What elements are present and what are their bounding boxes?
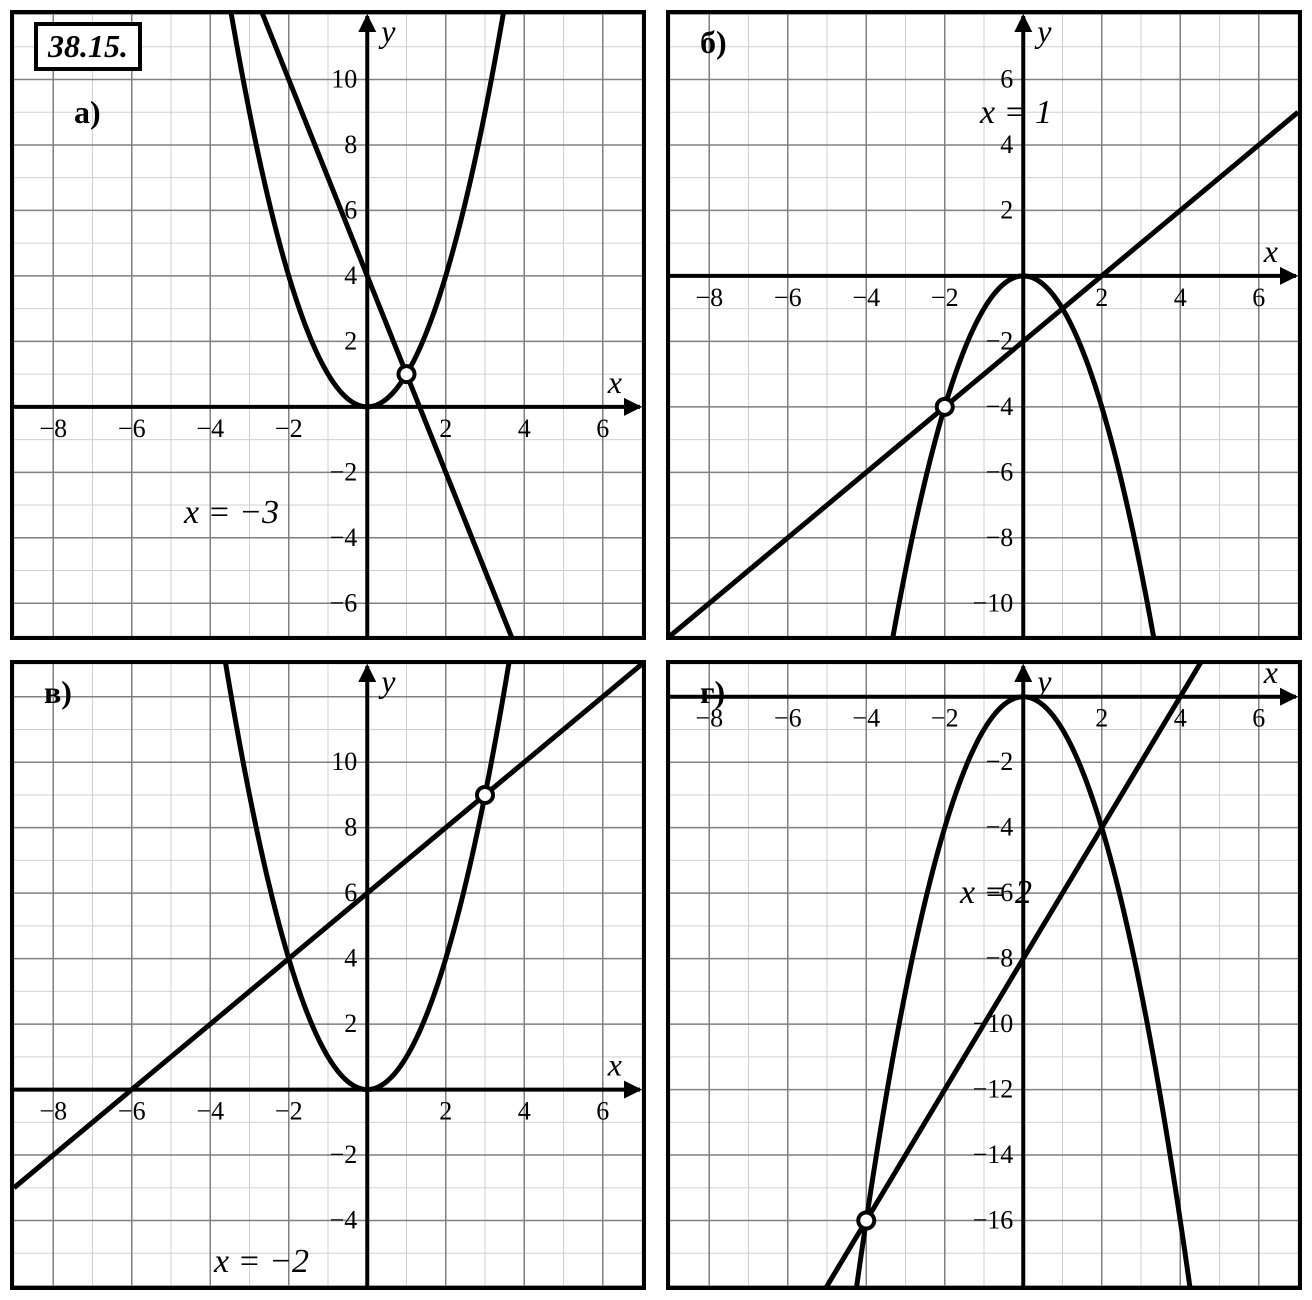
svg-text:y: y [1034, 14, 1052, 49]
svg-text:−2: −2 [931, 283, 959, 312]
chart-svg-c: −8−6−4−2246−4−2246810xy [14, 664, 642, 1286]
svg-text:−4: −4 [986, 813, 1014, 842]
svg-text:x: x [1263, 664, 1278, 690]
svg-text:4: 4 [518, 414, 531, 443]
svg-text:2: 2 [1095, 283, 1108, 312]
svg-text:8: 8 [344, 813, 357, 842]
svg-text:−12: −12 [973, 1075, 1014, 1104]
chart-panel-d: г) x = 2 −8−6−4−2246−16−14−12−10−8−6−4−2… [666, 660, 1302, 1290]
svg-text:y: y [1034, 664, 1052, 699]
svg-text:−4: −4 [196, 1097, 224, 1126]
svg-text:y: y [378, 664, 396, 699]
svg-text:−4: −4 [852, 704, 880, 733]
svg-text:2: 2 [1095, 704, 1108, 733]
svg-text:2: 2 [439, 1097, 452, 1126]
svg-text:4: 4 [344, 944, 357, 973]
svg-text:2: 2 [1000, 195, 1013, 224]
svg-text:−2: −2 [931, 704, 959, 733]
svg-text:−16: −16 [973, 1206, 1014, 1235]
svg-text:−4: −4 [330, 1206, 358, 1235]
svg-text:−4: −4 [330, 523, 358, 552]
svg-text:4: 4 [518, 1097, 531, 1126]
svg-text:−8: −8 [695, 283, 723, 312]
chart-svg-a: −8−6−4−2246−6−4−2246810xy [14, 14, 642, 636]
svg-text:−6: −6 [986, 457, 1014, 486]
svg-text:−2: −2 [275, 1097, 303, 1126]
svg-text:−6: −6 [118, 414, 146, 443]
panel-label-a: а) [74, 94, 101, 131]
svg-text:−6: −6 [330, 588, 358, 617]
svg-text:4: 4 [1000, 130, 1013, 159]
chart-panel-c: в) x = −2 −8−6−4−2246−4−2246810xy [10, 660, 646, 1290]
svg-text:−2: −2 [330, 457, 358, 486]
svg-text:−14: −14 [973, 1140, 1014, 1169]
svg-text:−10: −10 [973, 588, 1014, 617]
svg-text:−6: −6 [774, 283, 802, 312]
svg-text:4: 4 [1174, 283, 1187, 312]
svg-text:6: 6 [1252, 283, 1265, 312]
svg-text:2: 2 [344, 326, 357, 355]
svg-text:−8: −8 [39, 414, 67, 443]
svg-text:8: 8 [344, 130, 357, 159]
svg-text:−2: −2 [275, 414, 303, 443]
svg-text:4: 4 [344, 261, 357, 290]
svg-text:−6: −6 [774, 704, 802, 733]
svg-text:6: 6 [596, 1097, 609, 1126]
svg-text:−8: −8 [986, 523, 1014, 552]
equation-label-a: x = −3 [184, 494, 279, 532]
svg-text:6: 6 [1000, 64, 1013, 93]
svg-text:6: 6 [1252, 704, 1265, 733]
svg-text:−2: −2 [330, 1140, 358, 1169]
panel-label-d: г) [700, 674, 725, 711]
svg-text:−8: −8 [39, 1097, 67, 1126]
svg-text:−2: −2 [986, 747, 1014, 776]
svg-text:y: y [378, 14, 396, 49]
equation-label-c: x = −2 [214, 1243, 309, 1281]
chart-panel-a: 38.15. а) x = −3 −8−6−4−2246−6−4−2246810… [10, 10, 646, 640]
page-grid: 38.15. а) x = −3 −8 −6 −4 −2 2 4 6 −6 −4 −2 2 4 6 8 10… [0, 0, 1312, 1300]
svg-text:−4: −4 [852, 283, 880, 312]
svg-text:x: x [607, 364, 622, 400]
svg-text:−4: −4 [986, 392, 1014, 421]
chart-panel-b: б) x = 1 −8−6−4−2246−10−8−6−4−2246xy [666, 10, 1302, 640]
chart-svg-d: −8−6−4−2246−16−14−12−10−8−6−4−2xy [670, 664, 1298, 1286]
svg-text:10: 10 [331, 747, 357, 776]
svg-text:6: 6 [596, 414, 609, 443]
svg-text:−6: −6 [118, 1097, 146, 1126]
svg-text:−8: −8 [986, 944, 1014, 973]
problem-number-box: 38.15. [34, 22, 142, 71]
svg-text:x: x [607, 1047, 622, 1083]
panel-label-c: в) [44, 674, 72, 711]
svg-text:x: x [1263, 233, 1278, 269]
equation-label-d: x = 2 [960, 874, 1032, 912]
svg-text:2: 2 [344, 1009, 357, 1038]
svg-text:10: 10 [331, 64, 357, 93]
svg-text:2: 2 [439, 414, 452, 443]
panel-label-b: б) [700, 24, 727, 61]
equation-label-b: x = 1 [980, 94, 1052, 132]
svg-text:−4: −4 [196, 414, 224, 443]
